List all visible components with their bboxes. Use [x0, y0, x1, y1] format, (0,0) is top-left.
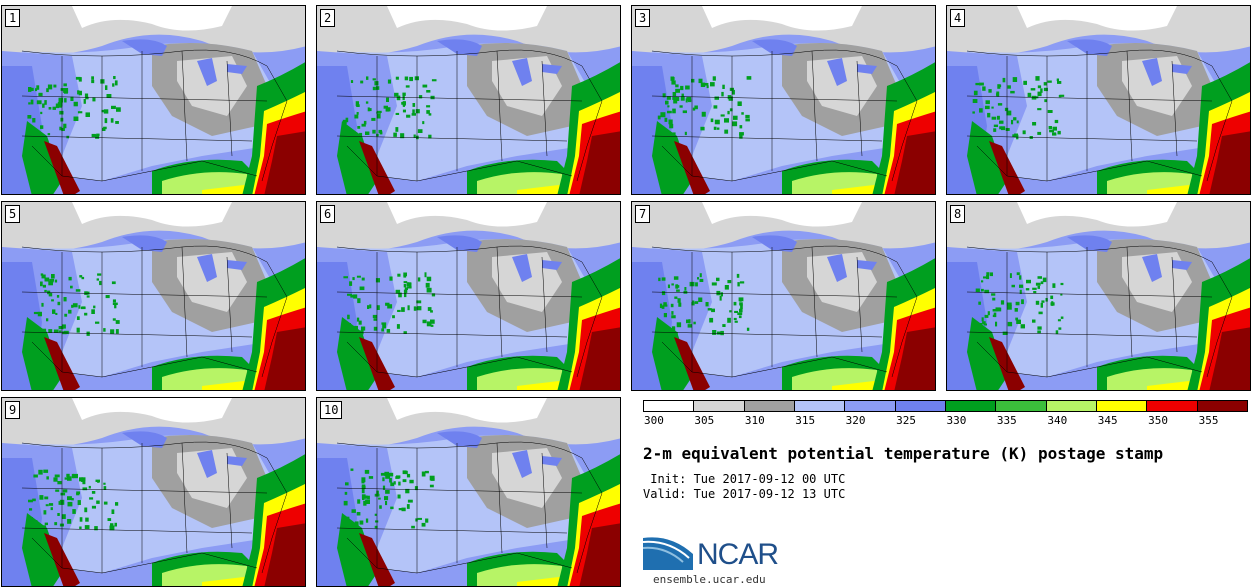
map-panel: 10: [316, 397, 621, 587]
colorbar-tick-label: 335: [996, 414, 1017, 427]
map-panel: 4: [946, 5, 1251, 195]
colorbar-tick-label: 310: [744, 414, 765, 427]
colorbar-swatch: [694, 401, 745, 411]
colorbar-tick-label: 315: [795, 414, 816, 427]
colorbar-tick-label: 340: [1047, 414, 1068, 427]
colorbar: [643, 400, 1248, 412]
colorbar-swatch: [1046, 401, 1097, 411]
map-panel: 7: [631, 201, 936, 391]
map-image: [2, 398, 305, 586]
map-image: [317, 6, 620, 194]
colorbar-tick-label: 355: [1198, 414, 1219, 427]
panel-number: 9: [5, 401, 21, 419]
website-url: ensemble.ucar.edu: [653, 573, 766, 586]
map-panel: 9: [1, 397, 306, 587]
map-panel: 3: [631, 5, 936, 195]
colorbar-swatch: [744, 401, 795, 411]
map-image: [947, 202, 1250, 390]
map-panel: 5: [1, 201, 306, 391]
map-image: [632, 202, 935, 390]
init-time: Init: Tue 2017-09-12 00 UTC: [643, 472, 846, 486]
panel-number: 5: [5, 205, 21, 223]
panel-number: 10: [320, 401, 343, 419]
colorbar-ticks: 300 305 310 315 320 325 330 335 340 345 350 355: [643, 414, 1248, 428]
map-panel: 6: [316, 201, 621, 391]
map-image: [317, 398, 620, 586]
valid-time: Valid: Tue 2017-09-12 13 UTC: [643, 487, 846, 501]
panel-number: 8: [950, 205, 966, 223]
colorbar-swatch: [1096, 401, 1148, 411]
colorbar-tick-label: 345: [1097, 414, 1118, 427]
colorbar-tick-label: 325: [896, 414, 916, 427]
ncar-logo-icon: [643, 537, 693, 570]
map-panel: 1: [1, 5, 306, 195]
panel-number: 3: [635, 9, 651, 27]
colorbar-swatch: [996, 401, 1047, 411]
colorbar-swatch: [1197, 401, 1247, 411]
colorbar-swatch: [845, 401, 896, 411]
colorbar-tick-label: 330: [946, 414, 967, 427]
map-image: [632, 6, 935, 194]
chart-title: 2-m equivalent potential temperature (K)…: [643, 444, 1164, 463]
map-image: [2, 202, 305, 390]
map-panel: 8: [946, 201, 1251, 391]
panel-number: 7: [635, 205, 651, 223]
colorbar-swatch: [1147, 401, 1198, 411]
panel-number: 2: [320, 9, 336, 27]
map-image: [947, 6, 1250, 194]
colorbar-tick-label: 320: [845, 414, 866, 427]
colorbar-tick-label: 305: [694, 414, 715, 427]
colorbar-tick-label: 350: [1148, 414, 1169, 427]
panel-number: 1: [5, 9, 21, 27]
colorbar-swatch: [895, 401, 946, 411]
map-panel: 2: [316, 5, 621, 195]
colorbar-swatch: [794, 401, 846, 411]
colorbar-swatch: [644, 401, 695, 411]
map-image: [2, 6, 305, 194]
map-image: [317, 202, 620, 390]
panel-number: 6: [320, 205, 336, 223]
ncar-logo-text: NCAR: [697, 538, 779, 571]
panel-number: 4: [950, 9, 966, 27]
colorbar-tick-label: 300: [644, 414, 664, 427]
colorbar-swatch: [945, 401, 997, 411]
